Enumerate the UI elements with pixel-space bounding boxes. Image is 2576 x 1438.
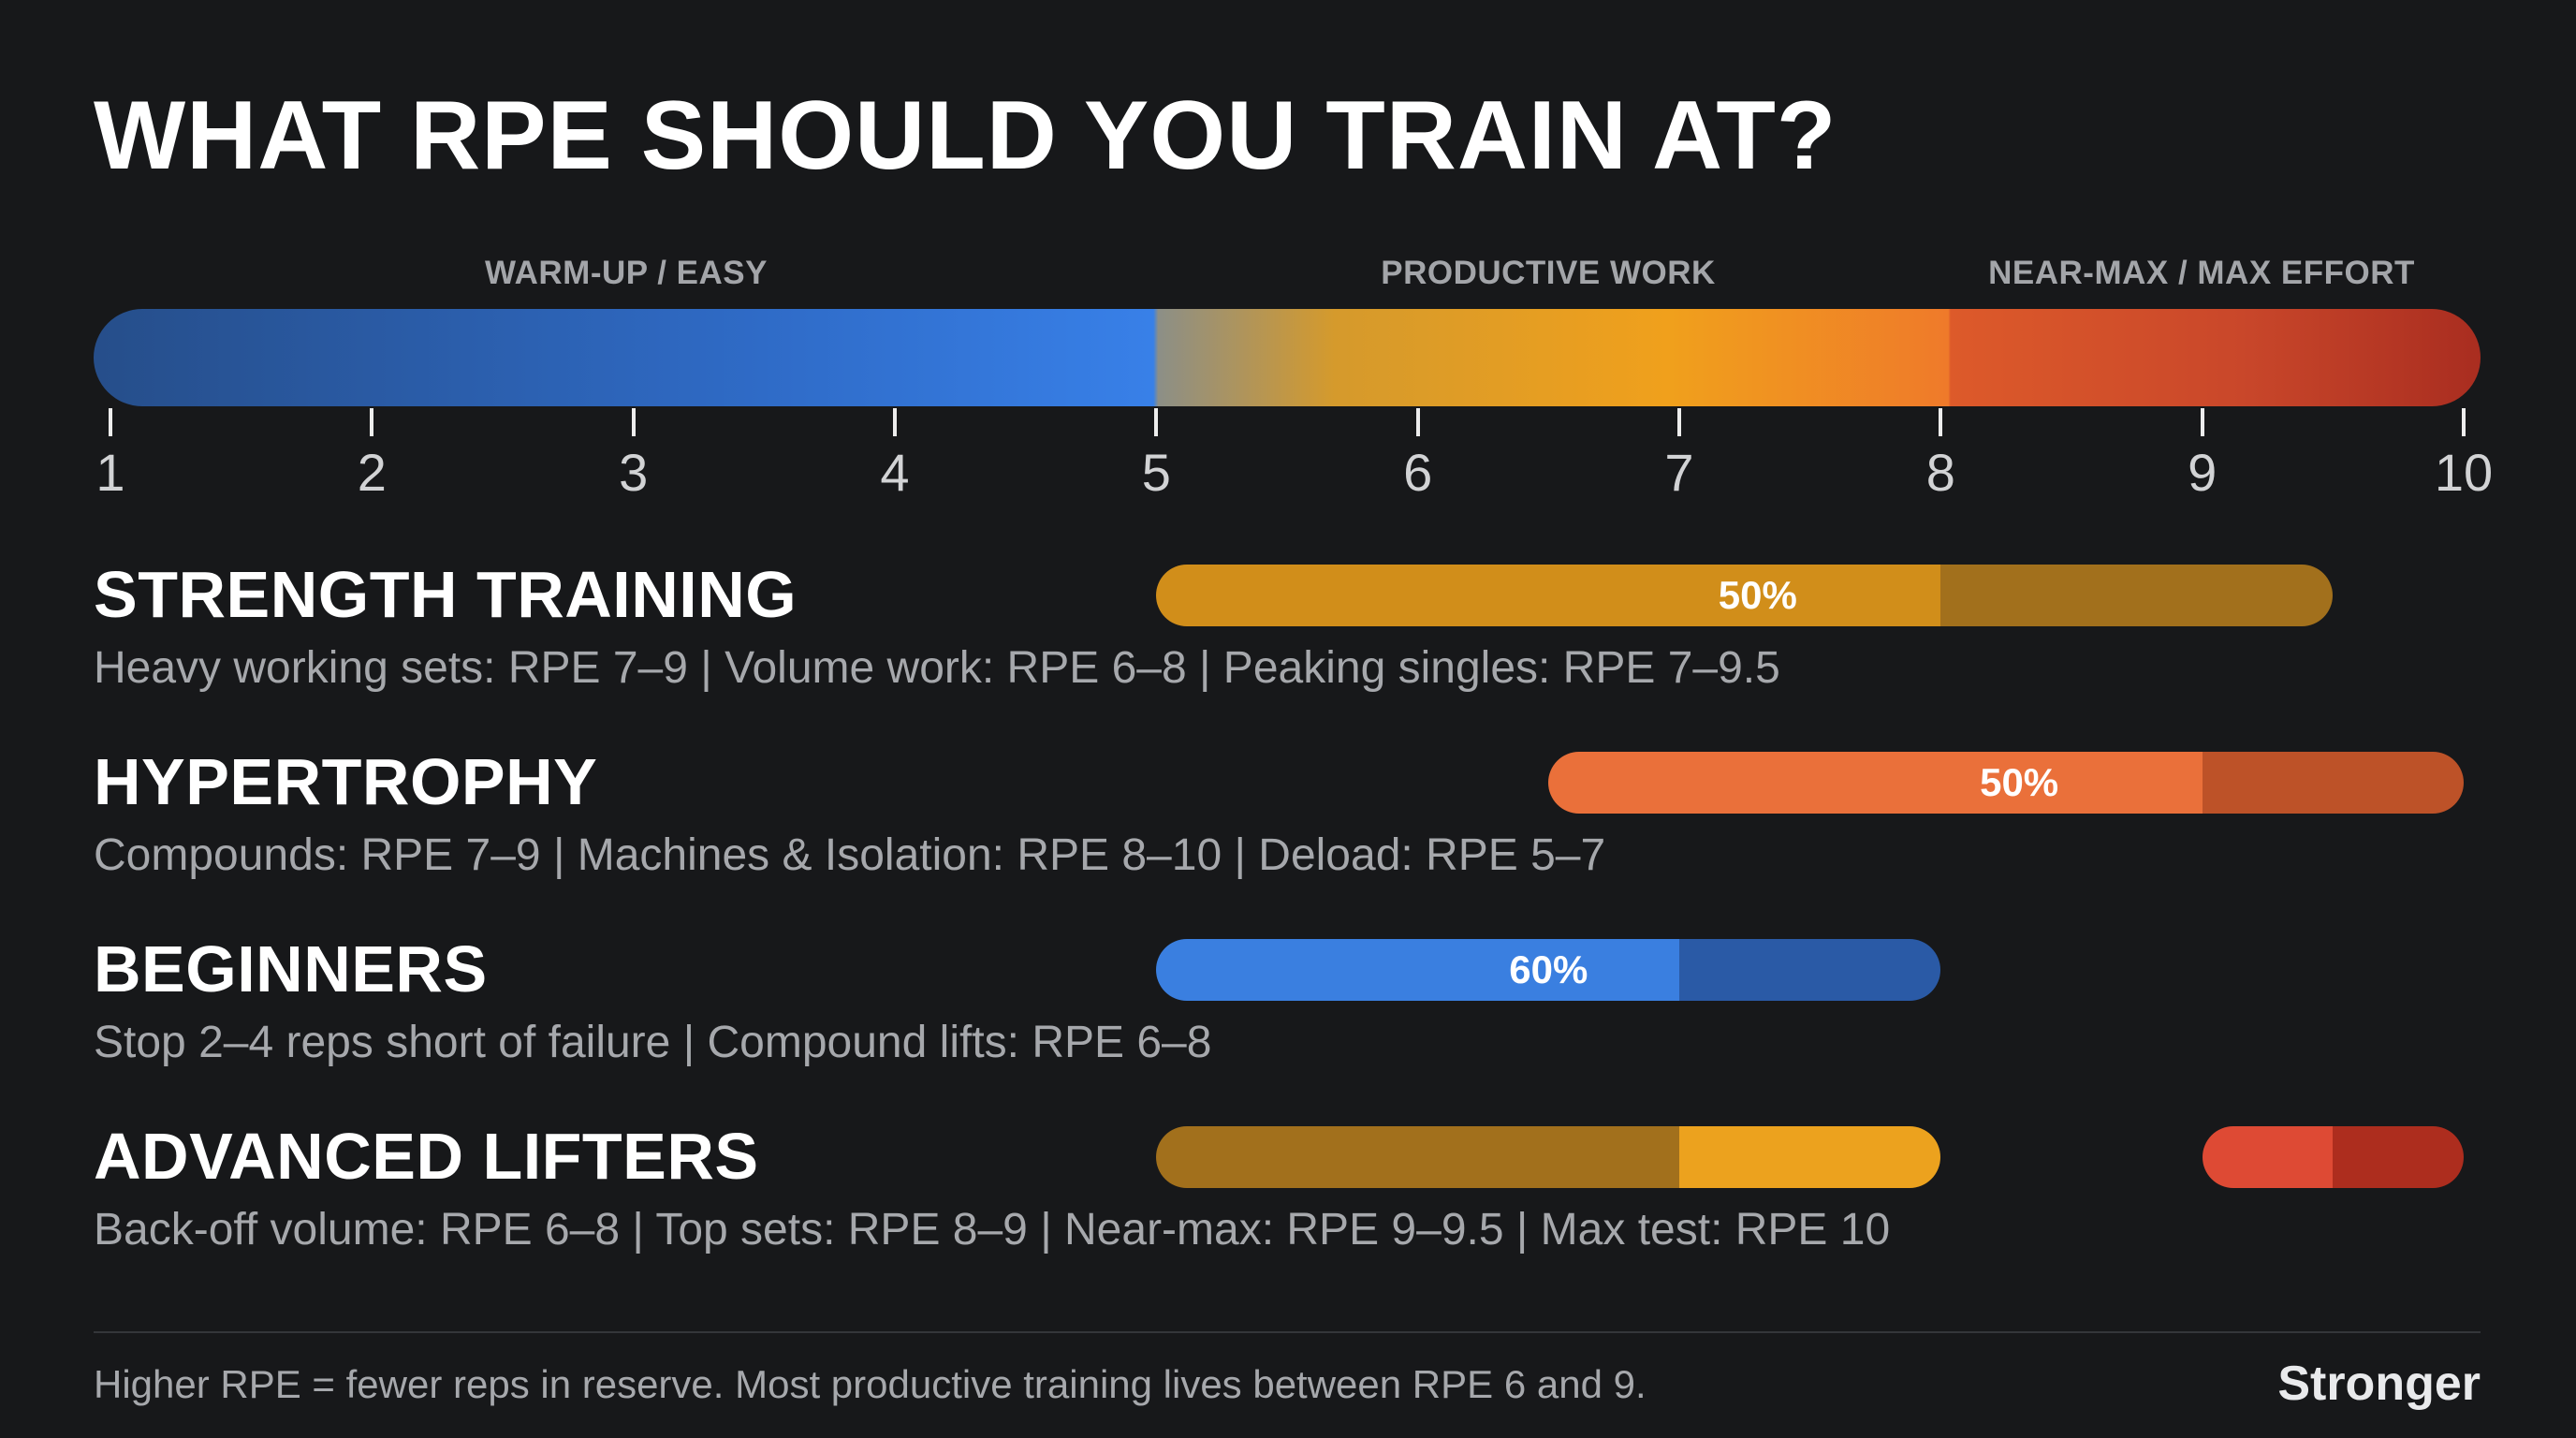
tick-label: 10 bbox=[2434, 443, 2494, 502]
tick-label: 6 bbox=[1403, 443, 1433, 502]
range-bar bbox=[1156, 565, 2334, 626]
tick-label: 8 bbox=[1925, 443, 1955, 502]
brand-logo: Stronger bbox=[2277, 1357, 2481, 1411]
category-subtitle: Compounds: RPE 7–9 | Machines & Isolatio… bbox=[94, 830, 1606, 880]
zone-label: PRODUCTIVE WORK bbox=[1381, 255, 1716, 291]
footer-divider bbox=[94, 1331, 2481, 1333]
axis-tick bbox=[109, 408, 112, 436]
range-bar-segment bbox=[1940, 565, 2334, 626]
range-bar bbox=[1156, 1126, 1941, 1188]
bar-percent-label: 50% bbox=[1718, 573, 1797, 617]
chart-title: WHAT RPE SHOULD YOU TRAIN AT? bbox=[94, 81, 1837, 190]
bar-percent-label: 50% bbox=[1980, 760, 2059, 804]
category-subtitle: Stop 2–4 reps short of failure | Compoun… bbox=[94, 1018, 1212, 1067]
axis-tick bbox=[370, 408, 374, 436]
category-name: ADVANCED LIFTERS bbox=[94, 1120, 759, 1193]
range-bar-segment bbox=[1156, 939, 1679, 1001]
axis-tick bbox=[1154, 408, 1159, 436]
bar-percent-label: 60% bbox=[1509, 947, 1588, 991]
tick-label: 3 bbox=[619, 443, 649, 502]
tick-label: 9 bbox=[2188, 443, 2217, 502]
category-subtitle: Back-off volume: RPE 6–8 | Top sets: RPE… bbox=[94, 1205, 1891, 1255]
zone-label: NEAR-MAX / MAX EFFORT bbox=[1988, 255, 2415, 291]
rpe-scale-bar bbox=[94, 309, 2481, 406]
axis-tick bbox=[2200, 408, 2204, 436]
category-name: STRENGTH TRAINING bbox=[94, 558, 798, 631]
range-bar-segment bbox=[2333, 1126, 2464, 1188]
axis-tick bbox=[1415, 408, 1420, 436]
zone-label: WARM-UP / EASY bbox=[485, 255, 768, 291]
tick-label: 5 bbox=[1141, 443, 1171, 502]
tick-label: 4 bbox=[880, 443, 910, 502]
axis-tick bbox=[1677, 408, 1681, 436]
range-bar-segment bbox=[1156, 565, 1941, 626]
axis-tick bbox=[1939, 408, 1943, 436]
range-bar bbox=[2202, 1126, 2464, 1188]
axis-tick bbox=[2462, 408, 2466, 436]
range-bar-segment bbox=[2202, 752, 2464, 814]
tick-label: 2 bbox=[357, 443, 387, 502]
footnote: Higher RPE = fewer reps in reserve. Most… bbox=[94, 1362, 1647, 1406]
category-name: BEGINNERS bbox=[94, 932, 488, 1005]
range-bar-segment bbox=[1678, 939, 1941, 1001]
range-bar-segment bbox=[1548, 752, 2203, 814]
range-bar bbox=[1548, 752, 2464, 814]
category-name: HYPERTROPHY bbox=[94, 745, 598, 818]
axis-tick bbox=[893, 408, 897, 436]
tick-label: 7 bbox=[1664, 443, 1694, 502]
tick-label: 1 bbox=[95, 443, 125, 502]
range-bar-segment bbox=[2202, 1126, 2334, 1188]
range-bar-segment bbox=[1156, 1126, 1679, 1188]
range-bar-segment bbox=[1678, 1126, 1941, 1188]
range-bar bbox=[1156, 939, 1941, 1001]
axis-tick bbox=[631, 408, 636, 436]
category-subtitle: Heavy working sets: RPE 7–9 | Volume wor… bbox=[94, 643, 1780, 693]
